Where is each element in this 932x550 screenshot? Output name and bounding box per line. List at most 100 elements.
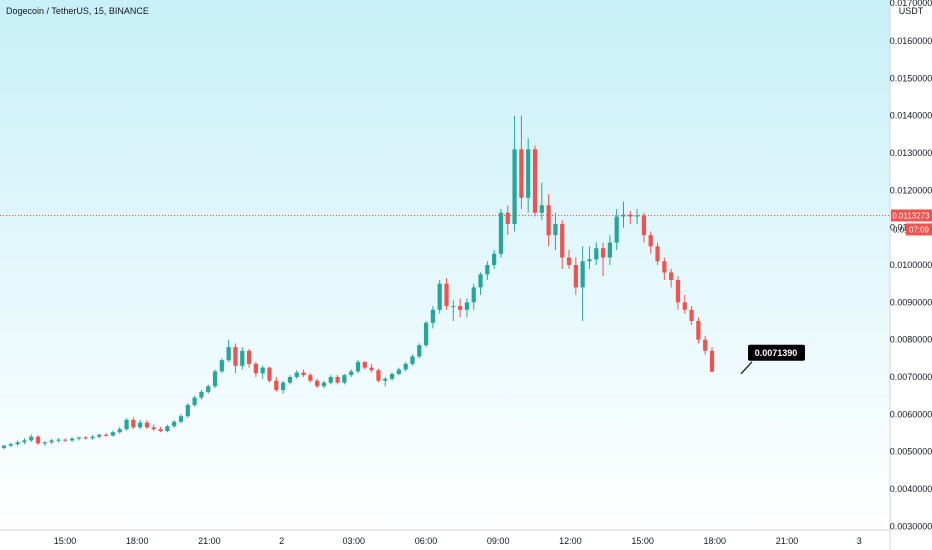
candle-body — [315, 380, 320, 387]
current-price-badge: 0.0113273 0.01 07:09 — [891, 209, 932, 236]
time-tick-label: 06:00 — [415, 536, 438, 546]
price-tick-label: 0.0050000 — [890, 447, 932, 457]
time-tick-label: 09:00 — [487, 536, 510, 546]
candle-body — [260, 367, 265, 374]
current-price-badge-bg — [891, 209, 932, 222]
candle-body — [696, 320, 701, 340]
candle-body — [69, 438, 75, 441]
candle-body — [104, 434, 109, 436]
candle-body — [90, 436, 95, 439]
plot-background — [0, 0, 890, 530]
candle-body — [423, 322, 429, 346]
candle-body — [76, 437, 81, 439]
candle-body — [430, 309, 435, 323]
price-axis-top-value: 0.0170000 — [890, 0, 932, 8]
candle-body — [308, 375, 313, 381]
candle-body — [110, 432, 116, 436]
candle-body — [267, 367, 272, 381]
candle-body — [56, 439, 61, 441]
countdown-label: 07:09 — [909, 225, 930, 234]
candle-body — [219, 360, 224, 372]
candle-body — [328, 376, 333, 383]
price-tick-label: 0.0120000 — [890, 185, 932, 195]
candle-body — [566, 257, 572, 265]
candle-body — [131, 419, 136, 428]
price-axis-ticks: 0.0160000 0.0150000 0.0140000 0.0130000 0.01… — [890, 36, 932, 531]
candle-body — [703, 339, 708, 351]
candle-body — [301, 372, 306, 376]
candle-body — [165, 426, 170, 432]
candle-body — [512, 149, 517, 224]
candle-body — [42, 442, 47, 444]
candle-body — [172, 421, 177, 427]
candle-body — [478, 274, 483, 288]
candle-body — [655, 246, 660, 262]
candle-body — [526, 149, 531, 198]
candle-body — [451, 306, 456, 308]
candle-body — [464, 302, 470, 310]
candle-body — [185, 404, 190, 417]
candle-body — [199, 391, 204, 398]
candle-body — [376, 370, 381, 381]
candle-body — [648, 235, 653, 247]
candle-body — [675, 279, 681, 303]
price-tick-label: 0.0040000 — [890, 484, 932, 494]
candle-body — [294, 372, 299, 377]
time-tick-label: 18:00 — [126, 536, 149, 546]
candle-body — [335, 376, 340, 383]
candle-body — [158, 429, 163, 432]
candle-body — [505, 212, 510, 224]
price-tick-label: 0.0080000 — [890, 335, 932, 345]
price-partial-label: 0.01 — [893, 225, 909, 234]
candle-body — [553, 223, 558, 236]
price-annotation[interactable]: 0.0071390 — [740, 344, 805, 375]
candle-body — [178, 416, 184, 422]
candle-body — [417, 345, 422, 357]
candle-body — [369, 367, 374, 371]
candle-body — [49, 440, 54, 443]
candle-body — [662, 261, 667, 273]
candle-body — [614, 216, 619, 243]
candle-body — [226, 347, 231, 361]
price-axis-background — [890, 0, 932, 550]
candle-body — [206, 386, 211, 392]
time-tick-label: 2 — [279, 536, 284, 546]
candle-body — [492, 253, 497, 265]
candle-body — [444, 283, 449, 307]
annotation-bubble — [748, 344, 805, 361]
candle-body — [349, 371, 354, 376]
time-tick-label: 3 — [857, 536, 862, 546]
candle-body — [607, 242, 612, 258]
chart-title: Dogecoin / TetherUS, 15, BINANCE — [6, 6, 149, 16]
candle-body — [151, 427, 156, 430]
candle-body — [35, 436, 41, 444]
candle-body — [246, 350, 252, 364]
candle-body — [532, 149, 538, 213]
price-tick-label: 0.0090000 — [890, 297, 932, 307]
candle-body — [117, 429, 122, 433]
candles-group — [1, 115, 715, 450]
candle-body — [689, 309, 694, 321]
candle-body — [124, 419, 129, 430]
candle-body — [240, 350, 245, 366]
price-tick-label: 0.0160000 — [890, 36, 932, 46]
candle-body — [410, 356, 415, 364]
candle-body — [97, 434, 102, 437]
candle-body — [437, 283, 442, 310]
price-tick-label: 0.0150000 — [890, 73, 932, 83]
candle-body — [192, 397, 197, 405]
candle-body — [253, 363, 258, 374]
candle-body — [471, 287, 476, 303]
time-tick-label: 21:00 — [198, 536, 221, 546]
price-tick-label: 0.0130000 — [890, 148, 932, 158]
annotation-pointer — [740, 361, 753, 375]
candle-body — [546, 205, 551, 236]
candle-body — [573, 265, 578, 288]
candle-body — [580, 261, 585, 288]
price-axis-unit: USDT — [899, 6, 924, 16]
price-tick-label: 0.0070000 — [890, 372, 932, 382]
candle-body — [635, 215, 640, 217]
candle-body — [485, 265, 490, 275]
candle-body — [498, 212, 504, 254]
